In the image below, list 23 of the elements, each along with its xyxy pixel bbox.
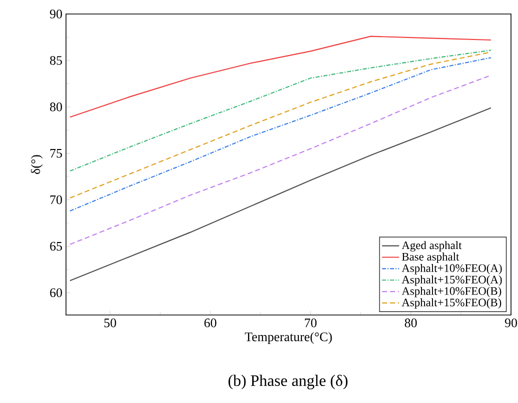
x-axis-title: Temperature(°C) bbox=[244, 332, 332, 344]
y-tick-label: 85 bbox=[50, 56, 62, 65]
x-tick-label: 70 bbox=[304, 318, 317, 328]
line-series bbox=[69, 50, 492, 172]
y-tick-label: 90 bbox=[50, 10, 62, 18]
y-tick-label: 60 bbox=[50, 288, 62, 298]
y-axis-title: δ(°) bbox=[30, 155, 43, 174]
text: (b) Phase angle (δ) bbox=[228, 374, 348, 390]
x-tick-label: 80 bbox=[404, 318, 417, 328]
legend-label: Asphalt+15%FEO(B) bbox=[402, 298, 502, 309]
y-tick-label: 80 bbox=[50, 102, 62, 112]
legend-label: Asphalt+10%FEO(A) bbox=[402, 264, 502, 274]
y-tick-label: 65 bbox=[50, 242, 62, 251]
x-tick-label: 90 bbox=[504, 318, 517, 328]
x-tick-label: 60 bbox=[204, 318, 216, 328]
legend-label: Aged asphalt bbox=[402, 241, 462, 252]
y-tick-label: 75 bbox=[50, 149, 62, 158]
legend-label: Asphalt+15%FEO(A) bbox=[402, 275, 502, 286]
legend-label: Asphalt+10%FEO(B) bbox=[402, 286, 502, 298]
line-series bbox=[69, 36, 492, 118]
legend-label: Base asphalt bbox=[402, 252, 460, 263]
x-tick-label: 50 bbox=[104, 318, 116, 328]
y-tick-label: 70 bbox=[50, 195, 62, 204]
